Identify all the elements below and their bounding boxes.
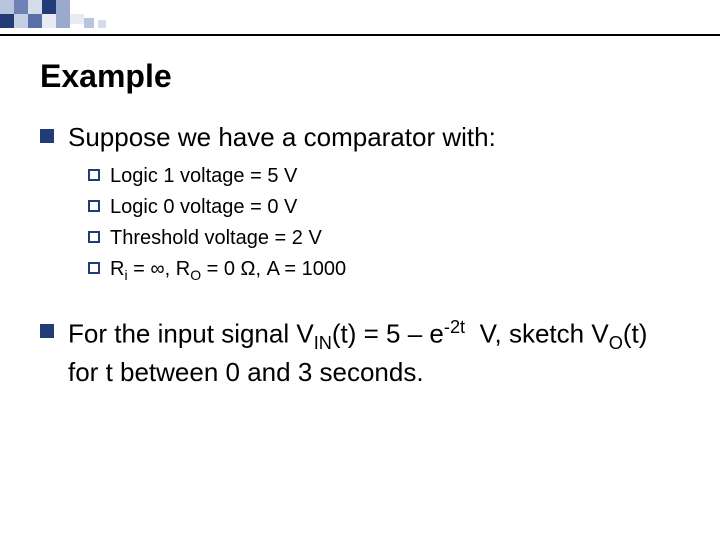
deco-square: [56, 14, 70, 28]
sub-bullet-item: Threshold voltage = 2 V: [88, 225, 680, 252]
sub-bullet-item: Logic 1 voltage = 5 V: [88, 163, 680, 190]
bullet-text: Suppose we have a comparator with:: [68, 120, 496, 155]
hollow-square-bullet-icon: [88, 231, 100, 243]
deco-square: [14, 14, 28, 28]
deco-square: [42, 14, 56, 28]
square-bullet-icon: [40, 324, 54, 338]
bullet-text: For the input signal VIN(t) = 5 – e-2t V…: [68, 315, 680, 391]
deco-square: [98, 20, 106, 28]
sub-bullet-list: Logic 1 voltage = 5 V Logic 0 voltage = …: [88, 163, 680, 285]
deco-square: [70, 14, 84, 24]
bullet-item: Suppose we have a comparator with:: [40, 120, 680, 155]
top-horizontal-rule: [0, 34, 720, 36]
sub-bullet-text: Threshold voltage = 2 V: [110, 225, 322, 252]
hollow-square-bullet-icon: [88, 200, 100, 212]
deco-square: [56, 0, 70, 14]
sub-bullet-text: Logic 1 voltage = 5 V: [110, 163, 297, 190]
deco-square: [42, 0, 56, 14]
deco-square: [28, 0, 42, 14]
deco-square: [0, 14, 14, 28]
hollow-square-bullet-icon: [88, 262, 100, 274]
slide-title: Example: [40, 58, 172, 95]
sub-bullet-text: Logic 0 voltage = 0 V: [110, 194, 297, 221]
deco-square: [84, 18, 94, 28]
hollow-square-bullet-icon: [88, 169, 100, 181]
deco-square: [0, 0, 14, 14]
sub-bullet-item: Ri = ∞, RO = 0 Ω, A = 1000: [88, 256, 680, 285]
bullet-item: For the input signal VIN(t) = 5 – e-2t V…: [40, 315, 680, 391]
sub-bullet-text: Ri = ∞, RO = 0 Ω, A = 1000: [110, 256, 346, 285]
corner-decoration: [0, 0, 180, 34]
sub-bullet-item: Logic 0 voltage = 0 V: [88, 194, 680, 221]
square-bullet-icon: [40, 129, 54, 143]
slide-body: Suppose we have a comparator with: Logic…: [40, 120, 680, 396]
deco-square: [14, 0, 28, 14]
deco-square: [28, 14, 42, 28]
